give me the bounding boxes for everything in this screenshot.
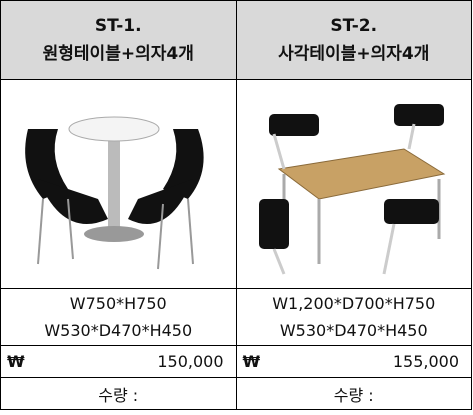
image-cell bbox=[0, 79, 237, 289]
qty-cell: 수량 : bbox=[235, 377, 472, 410]
product-name: 사각테이블+의자4개 bbox=[278, 44, 430, 64]
price-cell: ₩155,000 bbox=[235, 345, 472, 378]
round-table-image bbox=[25, 116, 204, 270]
price: 155,000 bbox=[392, 352, 459, 371]
dims-cell: W1,200*D700*H750 W530*D470*H450 bbox=[235, 288, 472, 346]
dim: W1,200*D700*H750 bbox=[272, 294, 436, 313]
square-table-image bbox=[258, 104, 446, 275]
currency: ₩ bbox=[7, 352, 25, 371]
code: ST-1. bbox=[94, 16, 142, 36]
currency: ₩ bbox=[242, 352, 261, 371]
header-cell: ST-2. 사각테이블+의자4개 bbox=[235, 0, 472, 80]
header-cell: ST-1. 원형테이블+의자4개 bbox=[0, 0, 237, 80]
qty-cell: 수량 : bbox=[0, 377, 237, 410]
dims-cell: W750*H750 W530*D470*H450 bbox=[0, 288, 237, 346]
code: ST-2. bbox=[330, 16, 378, 36]
dim: W530*D470*H450 bbox=[279, 321, 428, 340]
price-cell: ₩150,000 bbox=[0, 345, 237, 378]
product-name: 원형테이블+의자4개 bbox=[42, 44, 194, 64]
dim: W750*H750 bbox=[69, 294, 167, 313]
price: 150,000 bbox=[157, 352, 224, 371]
image-cell bbox=[235, 79, 472, 289]
dim: W530*D470*H450 bbox=[44, 321, 193, 340]
